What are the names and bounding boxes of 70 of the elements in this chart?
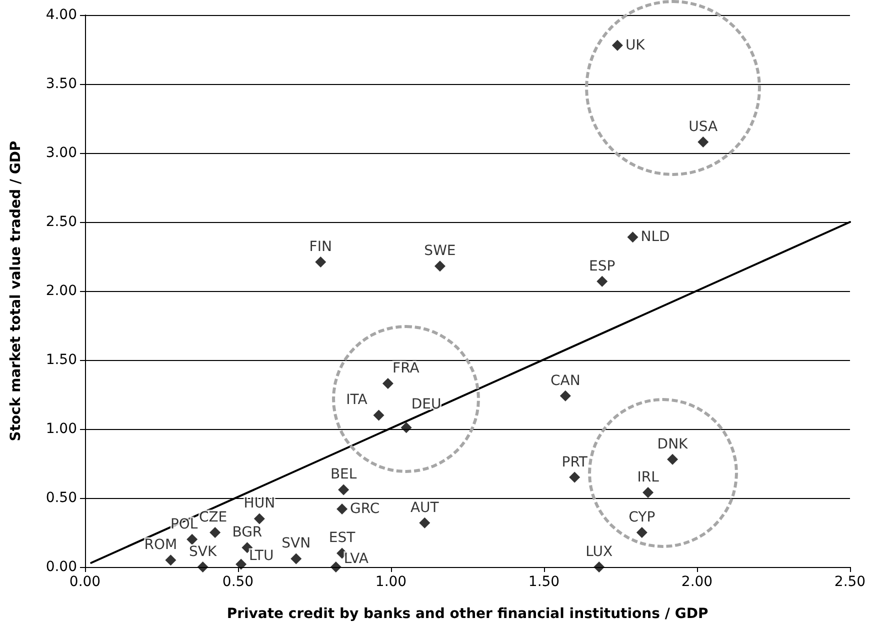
y-tick-label: 1.50	[46, 352, 77, 368]
annotation: ESP	[589, 258, 616, 274]
point	[667, 454, 678, 465]
point	[636, 527, 648, 538]
point	[560, 390, 571, 402]
y-axis-title: Stock market total value traded / GDP	[8, 140, 24, 442]
annotation: ITA	[346, 392, 368, 408]
annotation: FIN	[309, 239, 332, 256]
point	[382, 378, 394, 389]
point	[186, 534, 198, 545]
annotation: IRL	[637, 469, 660, 486]
x-tick-label: 2.00	[681, 574, 713, 590]
annotation: NLD	[640, 229, 670, 246]
annotation: CYP	[628, 510, 656, 526]
point	[627, 232, 638, 243]
annotation: LVA	[344, 551, 369, 567]
point	[612, 40, 623, 51]
x-tick-label: 0.00	[69, 574, 101, 590]
x-tick-label: 1.00	[375, 574, 407, 590]
y-tick-label: 0.00	[46, 559, 77, 575]
point	[254, 513, 265, 524]
annotation: AUT	[410, 500, 440, 516]
annotation: USA	[688, 118, 718, 135]
y-tick-label: 1.00	[46, 421, 77, 437]
y-tick-label: 4.00	[46, 7, 77, 23]
annotation: UK	[625, 37, 646, 54]
x-tick-label: 1.50	[528, 574, 560, 590]
point	[594, 562, 605, 572]
point	[400, 422, 412, 434]
x-tick-label: 2.50	[834, 574, 866, 590]
annotation: FRA	[392, 360, 420, 376]
point	[642, 486, 654, 498]
annotation: LTU	[249, 548, 274, 564]
point	[373, 410, 384, 421]
annotation: CZE	[198, 510, 228, 526]
point	[165, 554, 176, 566]
point	[197, 562, 208, 572]
annotation: SVK	[188, 544, 218, 560]
point	[698, 136, 709, 148]
point	[210, 527, 221, 538]
annotation: DEU	[411, 396, 442, 413]
annotation: BEL	[330, 466, 357, 483]
annotation: DNK	[657, 436, 689, 452]
annotation: LUX	[586, 544, 613, 560]
annotation: BGR	[232, 524, 262, 541]
point	[330, 562, 342, 572]
x-axis-title: Private credit by banks and other financial institutions / GDP	[226, 606, 708, 622]
point	[290, 553, 302, 564]
y-tick-label: 3.00	[46, 145, 77, 161]
annotation: SVN	[282, 536, 311, 552]
point	[338, 484, 350, 496]
point	[569, 472, 580, 483]
annotation: SWE	[424, 243, 456, 260]
annotation: CAN	[550, 372, 580, 389]
annotation: GRC	[350, 501, 380, 518]
point	[315, 256, 326, 268]
y-tick-label: 0.50	[46, 490, 77, 506]
annotation: HUN	[244, 496, 276, 512]
point	[336, 504, 348, 515]
annotation: EST	[328, 530, 356, 546]
x-tick-label: 0.50	[222, 574, 254, 590]
y-tick-label: 3.50	[46, 76, 77, 92]
annotation: PRT	[562, 454, 588, 470]
y-tick-label: 2.00	[46, 283, 77, 299]
point	[419, 517, 430, 528]
annotation: ROM	[144, 537, 178, 554]
point	[596, 276, 608, 287]
y-tick-label: 2.50	[46, 214, 77, 230]
point	[434, 260, 446, 272]
point	[236, 558, 247, 570]
